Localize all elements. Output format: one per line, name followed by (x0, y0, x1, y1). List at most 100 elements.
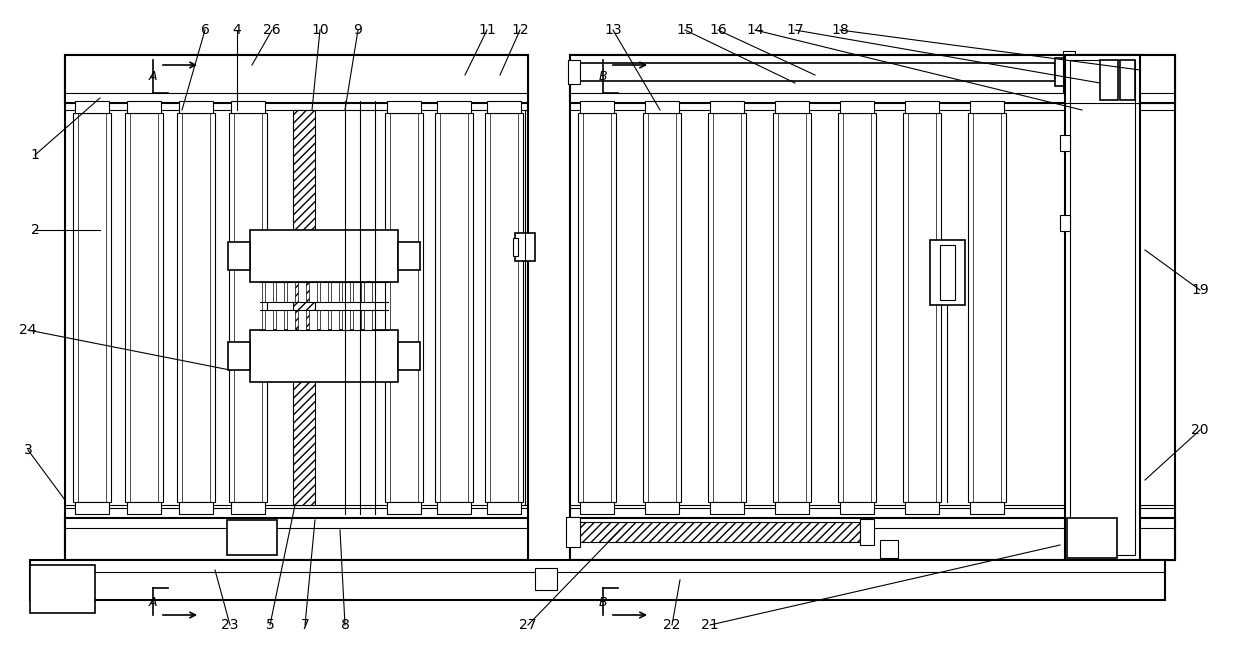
Text: 8: 8 (341, 618, 350, 632)
Bar (565, 517, 580, 547)
Bar (398, 342, 420, 370)
Bar (125, 113, 162, 502)
Text: 24: 24 (20, 323, 37, 337)
Bar (342, 282, 350, 302)
Bar (331, 310, 339, 330)
Text: 11: 11 (479, 23, 496, 37)
Bar (839, 502, 874, 514)
Bar (708, 113, 746, 502)
Bar (250, 230, 398, 282)
Bar (1102, 502, 1136, 514)
Bar (1065, 55, 1140, 560)
Bar (320, 282, 329, 302)
Bar (309, 282, 317, 302)
Bar (298, 310, 306, 330)
Bar (309, 310, 317, 330)
Bar (1060, 215, 1070, 231)
Text: 20: 20 (1192, 423, 1209, 437)
Bar (580, 502, 614, 514)
Bar (578, 63, 1055, 81)
Bar (568, 60, 580, 84)
Bar (645, 101, 680, 113)
Bar (839, 101, 874, 113)
Text: 18: 18 (831, 23, 849, 37)
Bar (293, 110, 315, 505)
Bar (436, 502, 471, 514)
Text: A: A (149, 70, 157, 83)
Bar (286, 282, 295, 302)
Bar (570, 55, 1176, 103)
Bar (227, 520, 277, 555)
Bar (353, 282, 361, 302)
Bar (179, 502, 213, 514)
Bar (64, 518, 528, 560)
Bar (1100, 113, 1138, 502)
Bar (487, 101, 521, 113)
Bar (578, 522, 861, 542)
Bar (436, 101, 471, 113)
Bar (320, 310, 329, 330)
Bar (250, 330, 398, 382)
Bar (905, 101, 939, 113)
Bar (228, 342, 250, 370)
Bar (231, 101, 265, 113)
Bar (277, 282, 284, 302)
Bar (970, 101, 1004, 113)
Text: 23: 23 (221, 618, 239, 632)
Bar (1070, 60, 1135, 555)
Bar (711, 101, 744, 113)
Bar (970, 502, 1004, 514)
Bar (126, 101, 161, 113)
Bar (1102, 101, 1136, 113)
Text: B: B (599, 70, 608, 83)
Bar (286, 310, 295, 330)
Bar (126, 502, 161, 514)
Bar (1066, 518, 1117, 558)
Bar (515, 233, 534, 261)
Bar (353, 310, 361, 330)
Bar (298, 282, 306, 302)
Bar (905, 502, 939, 514)
Bar (398, 242, 420, 270)
Bar (384, 113, 423, 502)
Bar (578, 113, 616, 502)
Bar (228, 242, 250, 270)
Bar (930, 240, 965, 305)
Bar (179, 101, 213, 113)
Bar (775, 502, 808, 514)
Bar (265, 282, 273, 302)
Bar (513, 238, 518, 256)
Text: 1: 1 (31, 148, 40, 162)
Bar (570, 518, 1176, 560)
Bar (73, 113, 112, 502)
Bar (277, 310, 284, 330)
Bar (387, 101, 422, 113)
Bar (773, 113, 811, 502)
Bar (30, 565, 95, 613)
Text: 14: 14 (746, 23, 764, 37)
Bar (1060, 135, 1070, 151)
Bar (74, 502, 109, 514)
Bar (880, 540, 898, 558)
Bar (485, 113, 523, 502)
Text: 9: 9 (353, 23, 362, 37)
Bar (570, 55, 1176, 560)
Text: 26: 26 (263, 23, 280, 37)
Text: 12: 12 (511, 23, 528, 37)
Text: 27: 27 (520, 618, 537, 632)
Bar (265, 310, 273, 330)
Bar (940, 245, 955, 300)
Bar (177, 113, 215, 502)
Bar (387, 502, 422, 514)
Bar (861, 519, 874, 545)
Bar (534, 568, 557, 590)
Bar (711, 502, 744, 514)
Text: 19: 19 (1192, 283, 1209, 297)
Bar (30, 560, 1166, 600)
Bar (1063, 51, 1075, 93)
Text: 13: 13 (604, 23, 621, 37)
Text: 17: 17 (786, 23, 804, 37)
Text: 22: 22 (663, 618, 681, 632)
Text: 7: 7 (300, 618, 309, 632)
Bar (580, 101, 614, 113)
